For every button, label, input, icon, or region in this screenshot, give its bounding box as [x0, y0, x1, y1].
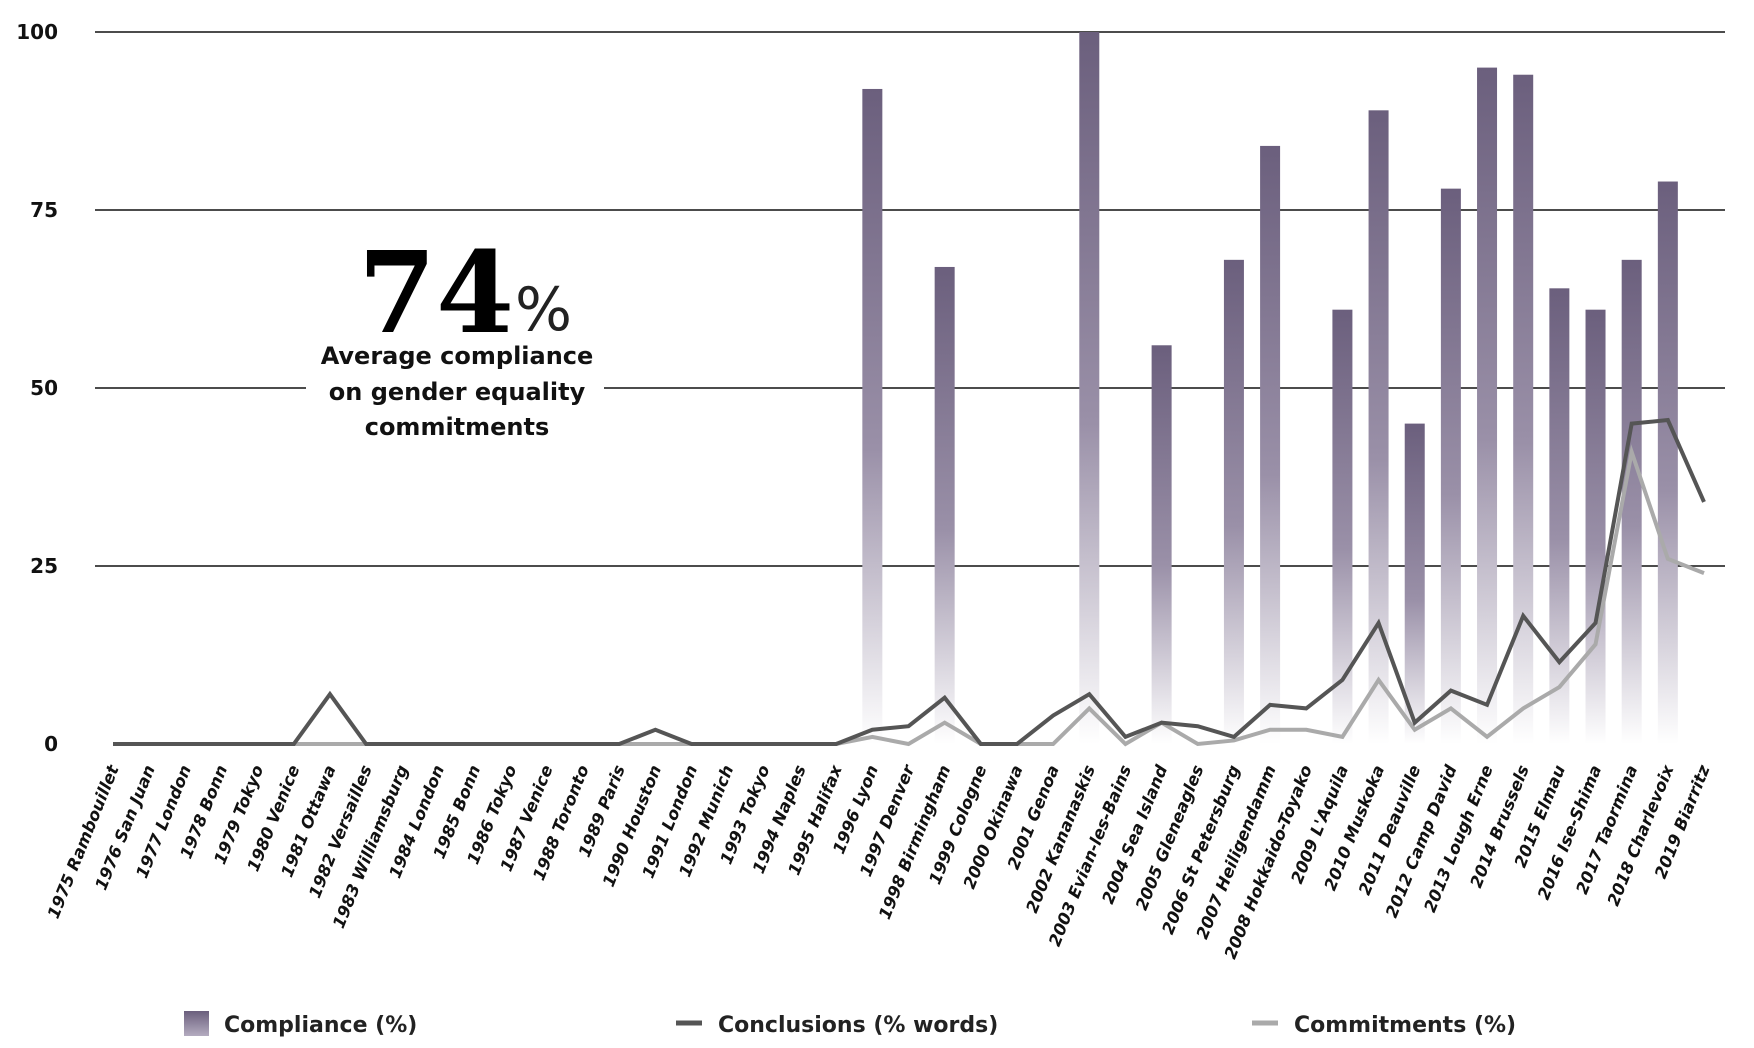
annotation-line-2: on gender equality — [329, 378, 586, 406]
y-tick-label: 100 — [16, 20, 58, 44]
series-line — [113, 417, 1706, 746]
compliance-bars — [862, 32, 1678, 745]
bar — [1513, 74, 1534, 745]
legend-item-conclusions: Conclusions (% words) — [676, 1013, 998, 1038]
legend: Compliance (%) Conclusions (% words) Com… — [184, 1011, 1516, 1038]
bar — [1657, 181, 1678, 744]
y-tick-label: 75 — [30, 198, 58, 222]
legend-label-compliance: Compliance (%) — [224, 1013, 417, 1038]
bar — [1549, 288, 1570, 744]
y-axis: 0 25 50 75 100 — [16, 20, 58, 756]
y-tick-label: 25 — [30, 554, 58, 578]
y-tick-label: 50 — [30, 376, 58, 400]
annotation-value: 74 — [358, 228, 514, 359]
series-line — [113, 444, 1705, 747]
y-tick-label: 0 — [44, 732, 58, 756]
bar — [1260, 145, 1281, 745]
average-annotation: 74 % Average compliance on gender equali… — [306, 228, 604, 450]
bar — [1621, 259, 1642, 744]
annotation-line-1: Average compliance — [321, 342, 594, 370]
series-lines — [113, 417, 1706, 747]
annotation-background — [306, 330, 604, 450]
bar — [1585, 309, 1606, 744]
legend-label-conclusions: Conclusions (% words) — [718, 1013, 998, 1038]
bar — [934, 266, 955, 744]
bar — [1440, 188, 1461, 744]
bar — [1151, 345, 1172, 744]
bar — [862, 88, 883, 744]
annotation-line-3: commitments — [365, 413, 550, 441]
bar — [1368, 110, 1389, 744]
bar — [1223, 259, 1244, 744]
legend-item-compliance: Compliance (%) — [184, 1011, 417, 1038]
legend-item-commitments: Commitments (%) — [1252, 1013, 1516, 1038]
bar — [1332, 309, 1353, 744]
annotation-unit: % — [515, 275, 572, 345]
bar — [1079, 32, 1100, 744]
legend-label-commitments: Commitments (%) — [1294, 1013, 1516, 1038]
bar — [1477, 67, 1498, 745]
legend-swatch-compliance — [184, 1011, 209, 1036]
bar — [1404, 423, 1425, 744]
